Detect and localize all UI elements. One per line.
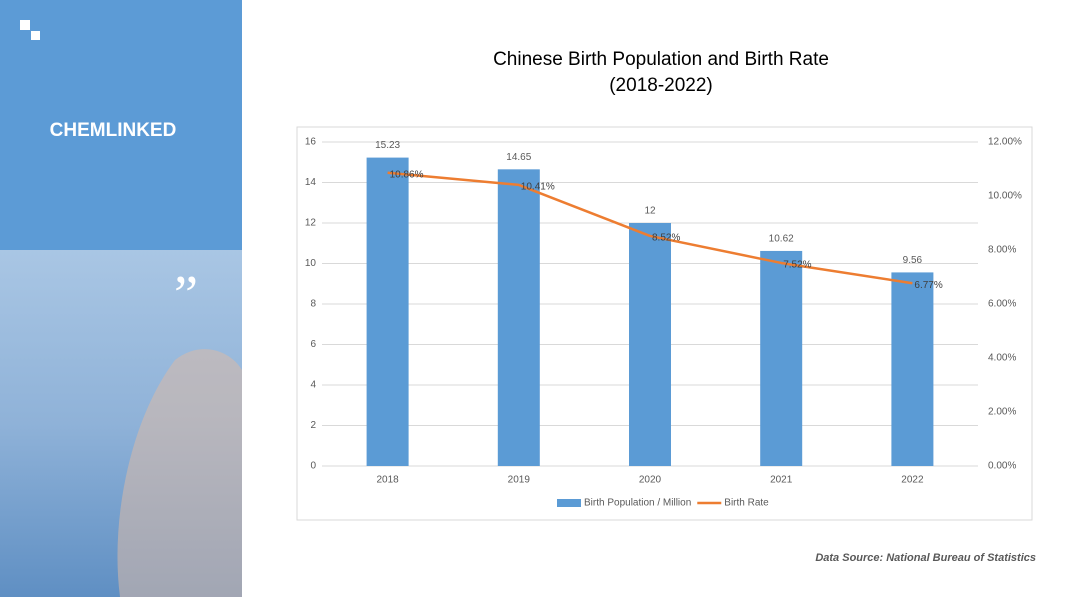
chart-title: Chinese Birth Population and Birth Rate xyxy=(493,49,829,70)
source: Data Source: National Bureau of Statisti… xyxy=(815,552,1036,564)
bar-label: 15.23 xyxy=(375,140,400,151)
line-label: 7.52% xyxy=(783,260,811,271)
legend-label: Birth Population / Million xyxy=(584,498,691,509)
y-tick-label: 14 xyxy=(305,177,317,188)
line xyxy=(387,171,913,285)
legend-label: Birth Rate xyxy=(724,498,769,509)
line-label: 6.77% xyxy=(914,280,942,291)
y-tick-label: 0 xyxy=(310,461,316,472)
y-tick-label: 2 xyxy=(310,420,316,431)
bar-label: 9.56 xyxy=(903,255,923,266)
y-tick-label: 12 xyxy=(305,218,317,229)
y-tick-label: 8 xyxy=(310,299,316,310)
line-label: 10.86% xyxy=(390,169,424,180)
y2-tick-label: 10.00% xyxy=(988,191,1022,202)
line-label: 8.52% xyxy=(652,233,680,244)
x-tick-label: 2020 xyxy=(639,475,662,486)
bar xyxy=(497,169,540,466)
bar xyxy=(629,223,671,466)
y2-tick-label: 4.00% xyxy=(988,353,1016,364)
brand: CHEMLINKED xyxy=(50,120,177,141)
bar-label: 10.62 xyxy=(769,234,794,245)
bar xyxy=(760,250,803,466)
x-tick-label: 2019 xyxy=(508,475,531,486)
logo-square xyxy=(20,20,30,30)
y2-tick-label: 0.00% xyxy=(988,461,1016,472)
y2-tick-label: 6.00% xyxy=(988,299,1016,310)
chart-subtitle: (2018-2022) xyxy=(609,75,713,96)
y-tick-label: 6 xyxy=(310,339,316,350)
logo-square xyxy=(31,31,40,40)
y2-tick-label: 2.00% xyxy=(988,407,1016,418)
x-tick-label: 2022 xyxy=(901,475,924,486)
side-panel xyxy=(0,0,242,250)
legend-swatch xyxy=(557,499,581,507)
hand xyxy=(117,349,242,597)
y2-tick-label: 12.00% xyxy=(988,137,1022,148)
bar-label: 14.65 xyxy=(506,152,531,163)
x-tick-label: 2021 xyxy=(770,475,793,486)
y-tick-label: 4 xyxy=(310,380,316,391)
x-tick-label: 2018 xyxy=(376,475,399,486)
y-tick-label: 10 xyxy=(305,258,317,269)
bar xyxy=(891,272,934,466)
quote-icon: ” xyxy=(174,264,198,324)
bar xyxy=(366,157,409,466)
y2-tick-label: 8.00% xyxy=(988,245,1016,256)
bar-label: 12 xyxy=(644,206,656,217)
line-label: 10.41% xyxy=(521,182,555,193)
y-tick-label: 16 xyxy=(305,137,317,148)
